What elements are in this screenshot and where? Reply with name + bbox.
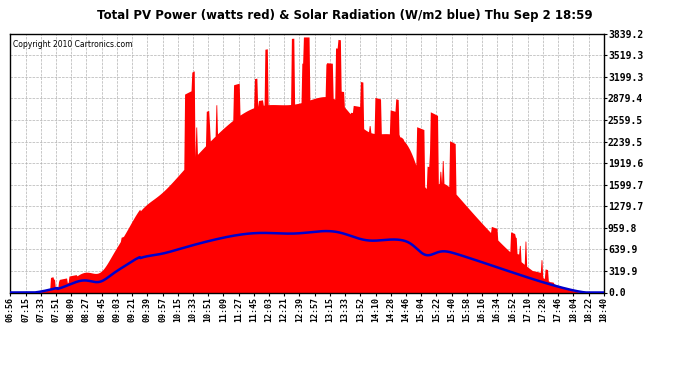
Text: Copyright 2010 Cartronics.com: Copyright 2010 Cartronics.com [13,40,132,49]
Text: Total PV Power (watts red) & Solar Radiation (W/m2 blue) Thu Sep 2 18:59: Total PV Power (watts red) & Solar Radia… [97,9,593,22]
